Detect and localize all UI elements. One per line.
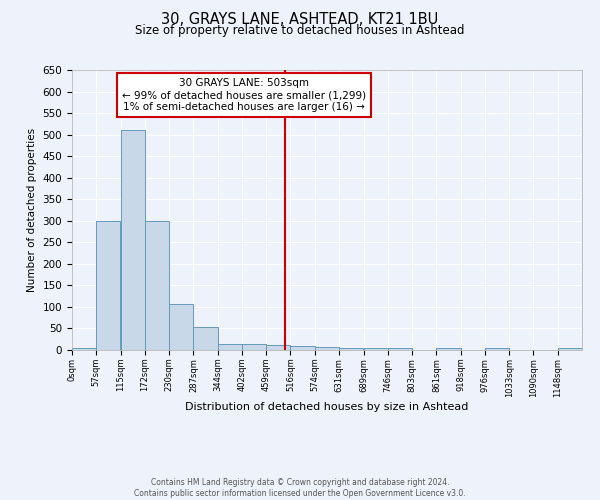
Y-axis label: Number of detached properties: Number of detached properties [27, 128, 37, 292]
Bar [388, 348, 412, 350]
Bar [266, 345, 290, 350]
Bar [364, 348, 388, 350]
Bar [436, 348, 461, 350]
Bar [558, 348, 582, 350]
Bar [290, 346, 314, 350]
X-axis label: Distribution of detached houses by size in Ashtead: Distribution of detached houses by size … [185, 402, 469, 412]
Text: Size of property relative to detached houses in Ashtead: Size of property relative to detached ho… [135, 24, 465, 37]
Bar [96, 221, 120, 350]
Bar [339, 348, 363, 350]
Bar [242, 344, 266, 350]
Bar [169, 304, 193, 350]
Bar [485, 348, 509, 350]
Text: Contains HM Land Registry data © Crown copyright and database right 2024.
Contai: Contains HM Land Registry data © Crown c… [134, 478, 466, 498]
Bar [145, 221, 169, 350]
Bar [193, 327, 218, 350]
Bar [72, 348, 96, 350]
Text: 30 GRAYS LANE: 503sqm
← 99% of detached houses are smaller (1,299)
1% of semi-de: 30 GRAYS LANE: 503sqm ← 99% of detached … [122, 78, 366, 112]
Text: 30, GRAYS LANE, ASHTEAD, KT21 1BU: 30, GRAYS LANE, ASHTEAD, KT21 1BU [161, 12, 439, 28]
Bar [315, 347, 339, 350]
Bar [218, 344, 242, 350]
Bar [121, 130, 145, 350]
